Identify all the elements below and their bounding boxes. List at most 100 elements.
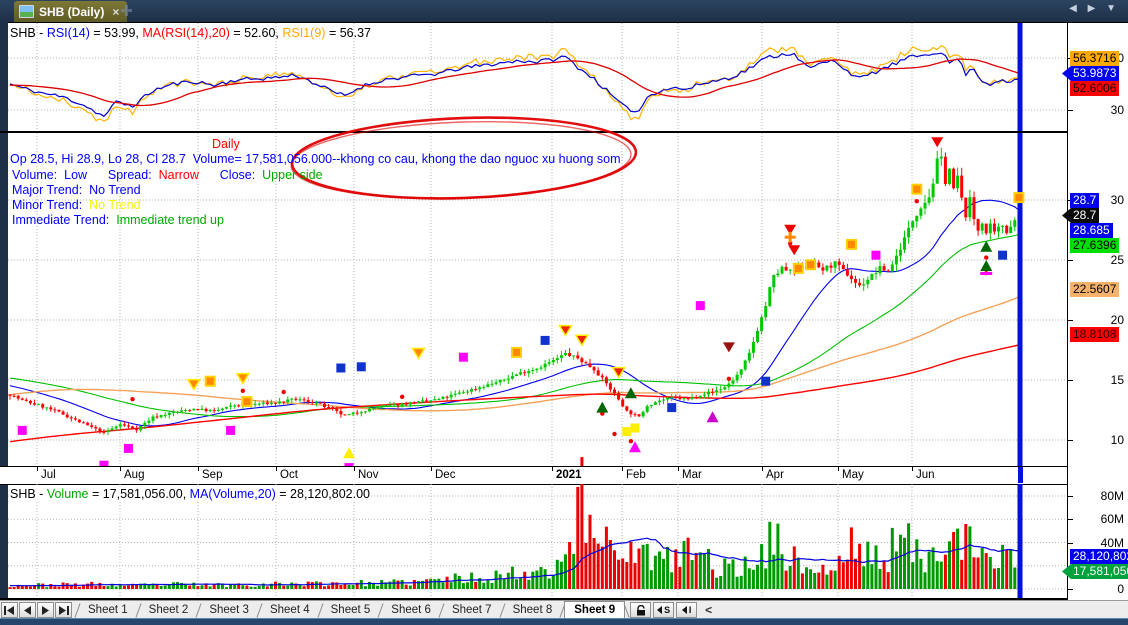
text-segment: = 17,581,056.00,	[88, 487, 190, 501]
new-tab-icon[interactable]	[121, 5, 132, 16]
scroll-tabs-right-icon[interactable]: ▶	[1087, 3, 1100, 14]
value-chip: 22.5607	[1070, 282, 1120, 297]
sheet-tab-sheet-8[interactable]: Sheet 8	[512, 603, 553, 616]
text-segment: Narrow	[158, 168, 199, 182]
value-axis-label: 20	[1110, 313, 1124, 327]
volume-panel[interactable]	[8, 457, 1067, 598]
text-segment: No Trend	[89, 198, 141, 212]
panel-bottom-border	[0, 598, 1067, 600]
last-sheet-button[interactable]	[55, 602, 72, 618]
previous-sheet-button[interactable]	[19, 602, 36, 618]
value-axis-line	[1067, 22, 1068, 600]
panel-separator[interactable]	[0, 483, 1067, 485]
value-chip: 56.3716	[1070, 51, 1120, 66]
tab-list-dropdown-icon[interactable]: ▼	[1106, 3, 1120, 14]
price-info-line: Daily	[212, 137, 240, 151]
date-axis-tick	[431, 467, 432, 471]
tool-button-s[interactable]: S	[653, 602, 675, 618]
chart-cursor-line[interactable]	[1018, 467, 1023, 483]
text-segment: Close:	[198, 168, 263, 182]
price-info-line: Minor Trend: No Trend	[12, 198, 141, 212]
date-axis-label: Sep	[202, 469, 223, 481]
value-axis-tick	[1067, 519, 1073, 521]
sheet-tab-bar: Sheet 1 Sheet 2 Sheet 3 Sheet 4 Sheet 5 Sheet…	[0, 600, 1128, 619]
price-chart-panel[interactable]	[8, 133, 1067, 473]
date-axis-label: Dec	[435, 469, 456, 481]
value-axis-label: 10	[1110, 433, 1124, 447]
left-window-edge	[0, 22, 8, 600]
date-axis-label: Apr	[766, 469, 784, 481]
sheet-tab-sheet-4[interactable]: Sheet 4	[269, 603, 310, 616]
text-segment: Major Trend: No Trend	[12, 183, 141, 197]
value-chip: 17,581,056	[1062, 564, 1128, 579]
text-segment: Spread:	[87, 168, 159, 182]
lock-sheet-button[interactable]	[630, 602, 652, 618]
value-axis-label: 60M	[1100, 512, 1124, 527]
date-axis-tick	[838, 467, 839, 471]
sheet-tab-sheet-3[interactable]: Sheet 3	[209, 603, 249, 616]
text-segment: MA(RSI(14),20)	[142, 26, 230, 40]
date-axis-label: Jun	[916, 469, 935, 481]
scroll-tabs-left-icon[interactable]: ◀	[1069, 3, 1081, 14]
tool-button-i[interactable]: I	[676, 602, 698, 618]
sheet-tab-sheet-7[interactable]: Sheet 7	[451, 603, 492, 616]
value-axis-label: 80M	[1100, 489, 1124, 503]
rsi-indicator-panel[interactable]	[8, 23, 1067, 131]
volume-panel-title: SHB - Volume = 17,581,056.00, MA(Volume,…	[10, 487, 370, 501]
date-axis-label: Aug	[124, 469, 145, 481]
price-info-line: Immediate Trend: Immediate trend up	[12, 213, 224, 227]
date-axis-tick	[37, 467, 38, 471]
value-axis-tick	[1067, 440, 1073, 441]
date-axis-tick	[276, 467, 277, 471]
document-tab-title: SHB (Daily)	[39, 4, 105, 19]
date-axis-label: 2021	[556, 469, 582, 481]
document-tab[interactable]: SHB (Daily) ×	[14, 1, 128, 22]
date-axis-label: Jul	[41, 469, 56, 481]
text-segment: Volume	[46, 487, 89, 501]
value-axis-tick	[1067, 260, 1073, 261]
text-segment: MA(Volume,20)	[189, 487, 276, 501]
value-chip: 28.7	[1062, 208, 1100, 223]
document-tab-bar: SHB (Daily) × ◀ ▶ ▼	[0, 0, 1128, 23]
value-chip: 18.8108	[1070, 327, 1120, 342]
text-segment: Immediate Trend:	[12, 213, 117, 227]
value-axis-tick	[1067, 380, 1073, 381]
value-axis-label: 30	[1110, 193, 1124, 207]
next-sheet-button[interactable]	[37, 602, 54, 618]
price-info-line: Op 28.5, Hi 28.9, Lo 28, Cl 28.7 Volume=…	[10, 152, 621, 166]
value-chip: 28.685	[1070, 223, 1113, 238]
date-axis-label: May	[842, 469, 864, 481]
value-axis-tick	[1067, 110, 1073, 111]
date-axis-tick	[622, 467, 623, 471]
date-axis-tick	[552, 467, 553, 471]
first-sheet-button[interactable]	[1, 602, 18, 618]
close-tab-icon[interactable]: ×	[112, 4, 120, 19]
text-segment: = 56.37	[325, 26, 371, 40]
text-segment: Immediate trend up	[116, 213, 224, 227]
bottom-window-edge	[0, 618, 1128, 625]
text-segment: Daily	[212, 137, 240, 151]
date-axis-tick	[678, 467, 679, 471]
value-axis-label: 25	[1110, 253, 1124, 267]
value-axis-label: 15	[1110, 373, 1124, 387]
chart-thumbnail-icon	[19, 5, 34, 18]
scroll-sheets-left-icon[interactable]: <	[705, 603, 713, 617]
value-axis-tick	[1067, 496, 1073, 497]
sheet-tab-sheet-5[interactable]: Sheet 5	[330, 603, 371, 616]
value-axis-label: 30	[1110, 103, 1124, 117]
text-segment: SHB -	[10, 487, 47, 501]
date-axis-label: Nov	[358, 469, 379, 481]
text-segment: = 52.60,	[229, 26, 283, 40]
value-chip: 28.7	[1070, 193, 1100, 208]
tab-scroll-controls: ◀ ▶ ▼	[1069, 3, 1120, 14]
sheet-tab-sheet-1[interactable]: Sheet 1	[88, 603, 128, 616]
date-axis-tick	[354, 467, 355, 471]
text-segment: = 28,120,802.00	[275, 487, 370, 501]
sheet-tab-sheet-9[interactable]: Sheet 9	[564, 601, 626, 619]
value-axis-label: 40M	[1100, 535, 1124, 550]
text-segment: RSI(14)	[46, 26, 90, 40]
sheet-tab-sheet-2[interactable]: Sheet 2	[148, 603, 189, 616]
text-segment: Minor Trend:	[12, 198, 90, 212]
text-segment: = 53.99,	[89, 26, 143, 40]
sheet-tab-sheet-6[interactable]: Sheet 6	[391, 603, 431, 616]
